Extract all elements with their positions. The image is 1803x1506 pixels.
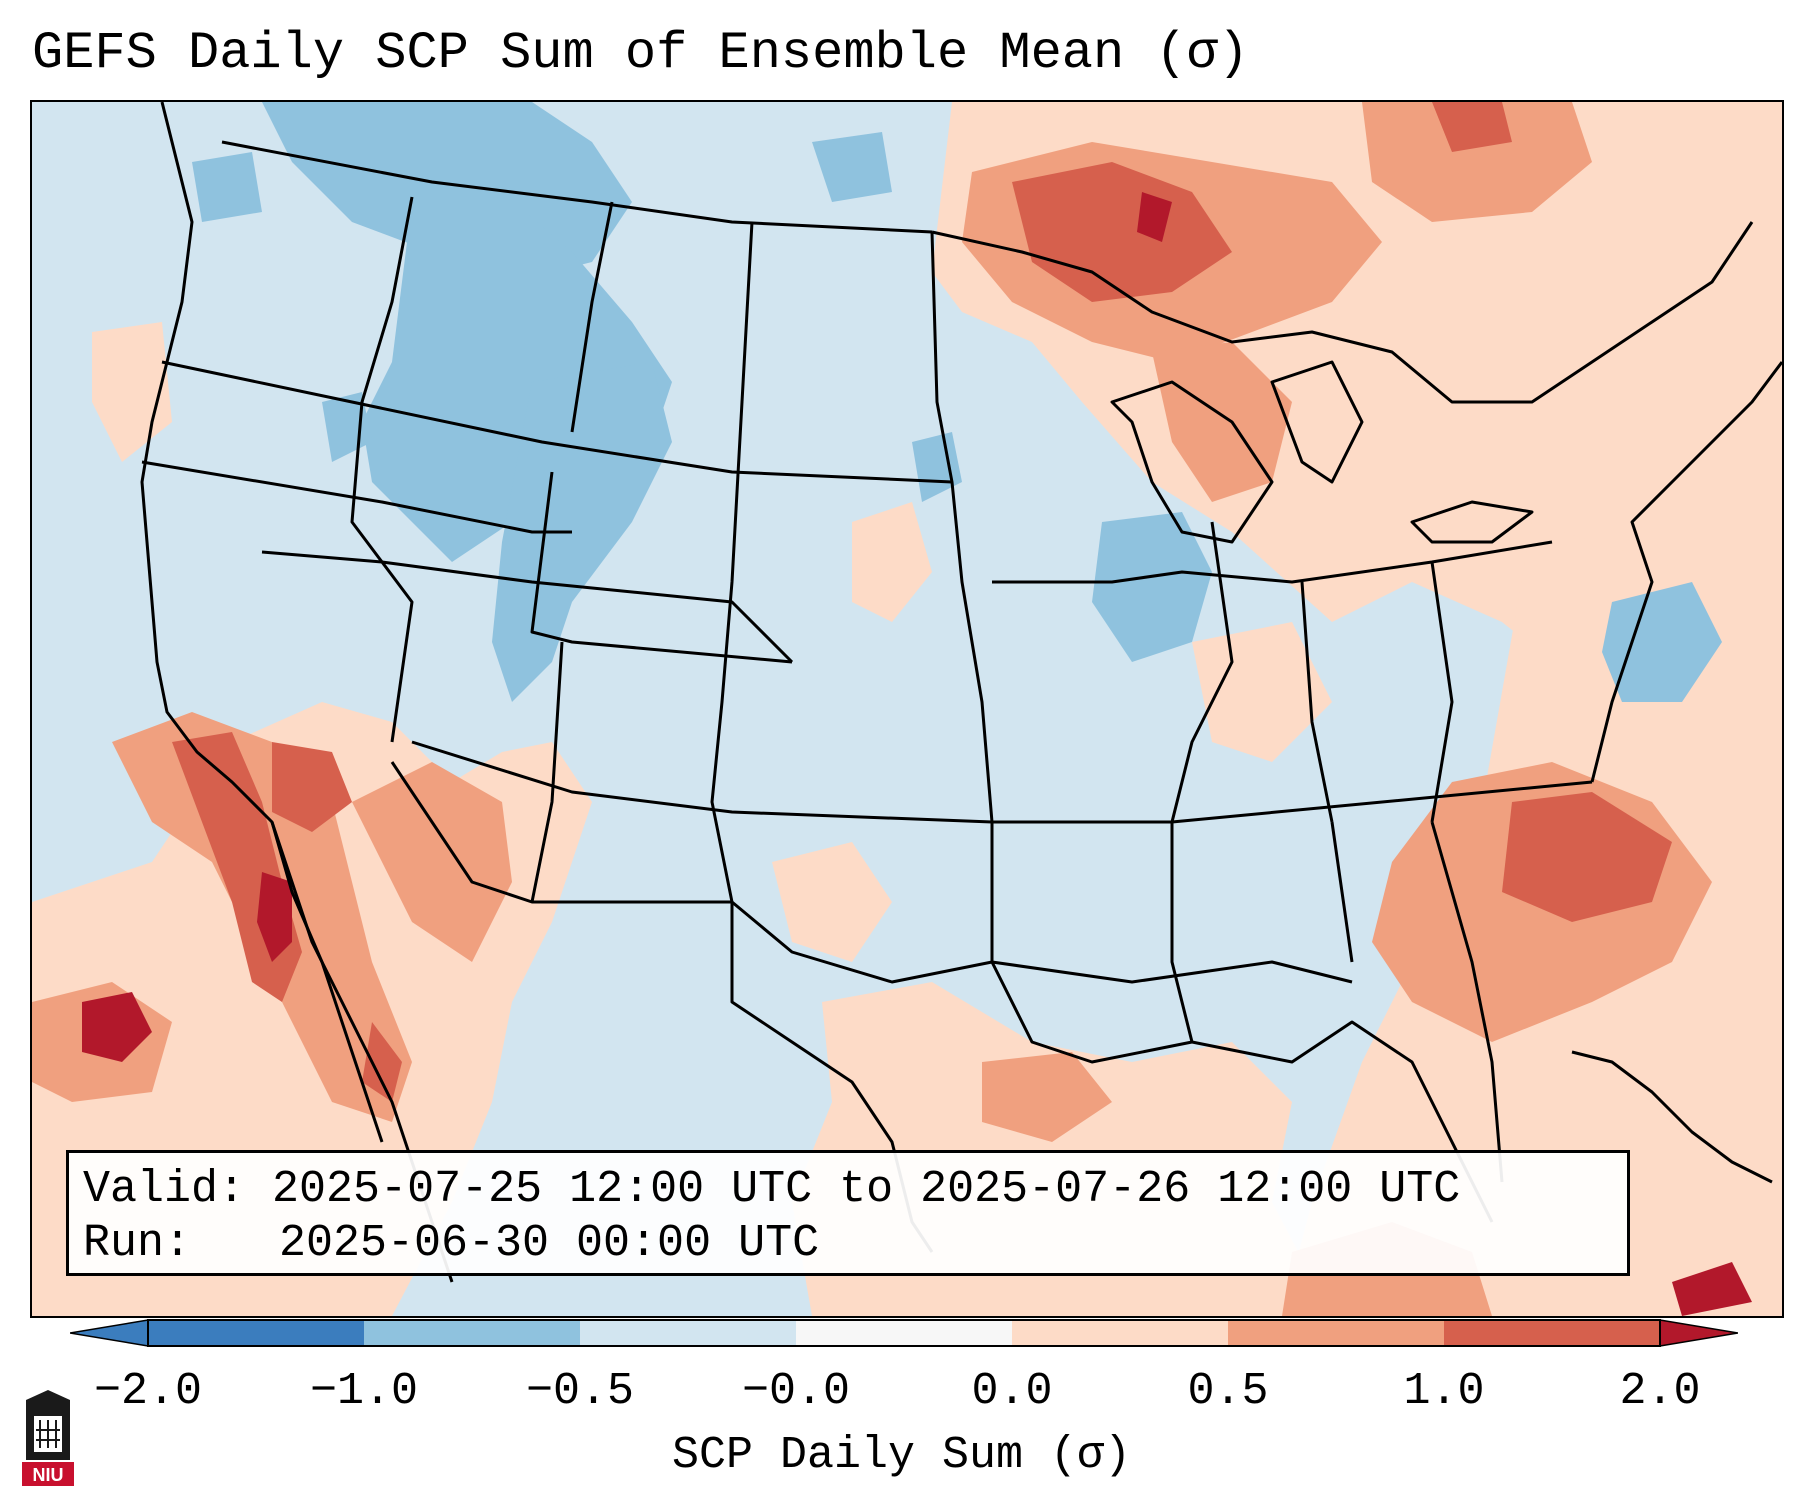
colorbar-tick-label: −2.0: [93, 1366, 203, 1417]
colorbar-label: SCP Daily Sum (σ): [671, 1430, 1132, 1481]
colorbar-tick-labels: −2.0 −1.0 −0.5 −0.0 0.0 0.5 1.0 2.0: [0, 1364, 1803, 1420]
run-value: 2025-06-30 00:00 UTC: [279, 1218, 820, 1269]
valid-line: Valid: 2025-07-25 12:00 UTC to 2025-07-2…: [83, 1163, 1613, 1217]
valid-label: Valid:: [83, 1164, 246, 1215]
extreme-positive-areas: [82, 192, 1752, 1316]
colorbar-tick-label: −0.5: [525, 1366, 635, 1417]
run-line: Run: 2025-06-30 00:00 UTC: [83, 1217, 1613, 1271]
colorbar-extend-high: [1659, 1319, 1739, 1347]
valid-run-info-box: Valid: 2025-07-25 12:00 UTC to 2025-07-2…: [66, 1150, 1630, 1276]
run-label: Run:: [83, 1218, 192, 1269]
colorbar-segment: [796, 1320, 1013, 1346]
colorbar-extend-low: [69, 1319, 149, 1347]
map-title: GEFS Daily SCP Sum of Ensemble Mean (σ): [32, 24, 1249, 83]
colorbar-segments: [148, 1320, 1661, 1346]
logo-text: NIU: [33, 1465, 64, 1485]
colorbar-tick-label: −1.0: [309, 1366, 419, 1417]
map-canvas: [32, 102, 1782, 1316]
colorbar-tick-label: 1.0: [1403, 1366, 1485, 1417]
colorbar-segment: [364, 1320, 581, 1346]
colorbar-tick-label: 0.0: [971, 1366, 1053, 1417]
boundaries: [140, 102, 1782, 1283]
map-panel: [30, 100, 1784, 1318]
colorbar-tick-label: −0.0: [741, 1366, 851, 1417]
colorbar-outline: [147, 1319, 1661, 1347]
colorbar-segment: [148, 1320, 365, 1346]
colorbar-tick-label: 0.5: [1187, 1366, 1269, 1417]
colorbar-segment: [580, 1320, 797, 1346]
niu-logo-icon: NIU: [20, 1390, 76, 1488]
colorbar-tick-label: 2.0: [1619, 1366, 1701, 1417]
valid-value: 2025-07-25 12:00 UTC to 2025-07-26 12:00…: [272, 1164, 1461, 1215]
colorbar-segment: [1444, 1320, 1661, 1346]
colorbar-segment: [1012, 1320, 1229, 1346]
colorbar-segment: [1228, 1320, 1445, 1346]
colorbar: [69, 1318, 1739, 1348]
colorbar-svg: [69, 1319, 1739, 1347]
